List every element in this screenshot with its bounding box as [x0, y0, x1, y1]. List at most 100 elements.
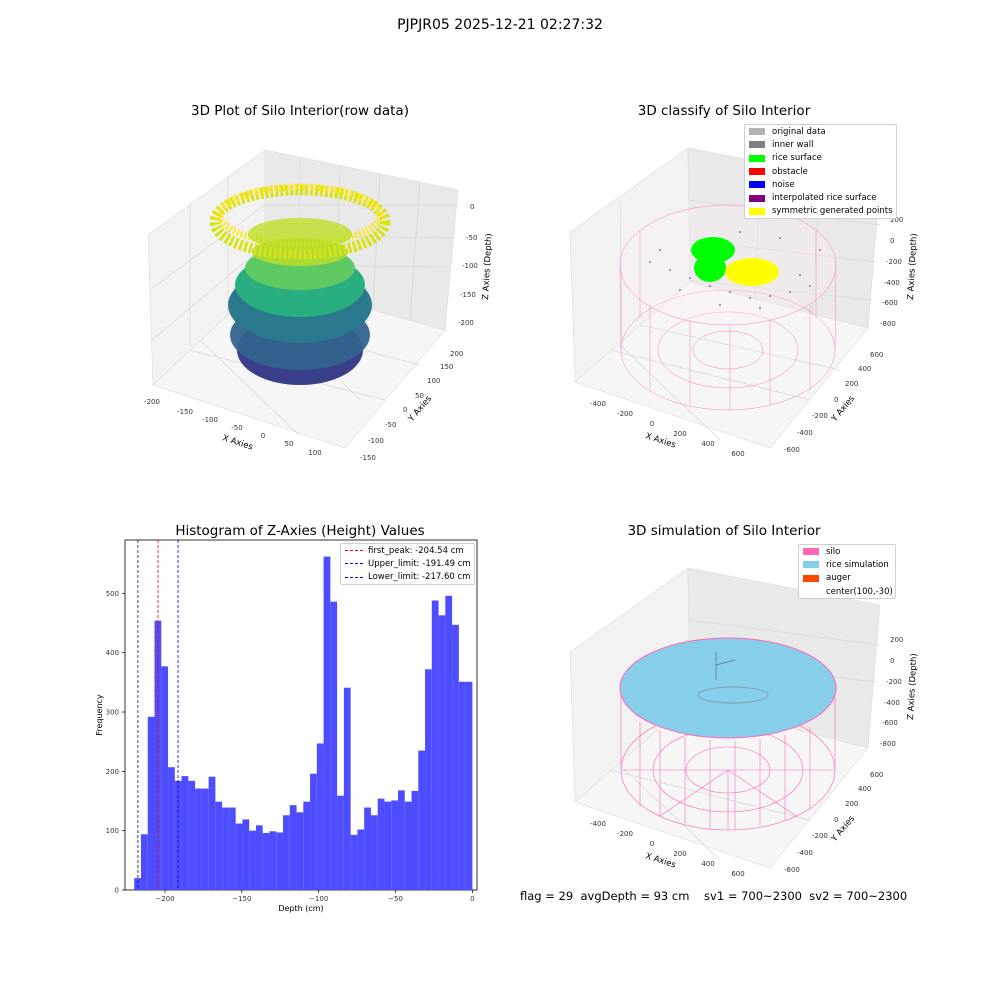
plot4-ytick: -400 [797, 849, 813, 857]
plot2-ytick: 600 [870, 351, 883, 359]
status-footer: flag = 29 avgDepth = 93 cm sv1 = 700~230… [520, 889, 908, 903]
plot1-ytick: -150 [360, 454, 376, 462]
histogram-bar [181, 776, 189, 890]
histogram-bar [377, 798, 385, 890]
plot2-xtick: 400 [701, 440, 714, 448]
legend-item: first_peak: -204.54 cm [341, 544, 474, 557]
histogram-bar [269, 831, 277, 890]
histogram-yticks: 0 100 200 300 400 500 [106, 590, 125, 895]
plot4-ytick: 600 [870, 771, 883, 779]
histogram-bar [350, 834, 358, 890]
histogram-vlines [137, 540, 179, 890]
histogram-xtick-label: −50 [388, 895, 403, 903]
plot2-xtick: 200 [673, 430, 686, 438]
plot4-ytick: -200 [812, 832, 828, 840]
plot4-simulation-3d: -400 -200 0 200 400 600 -600 -400 -200 0… [569, 567, 919, 878]
plot1-ztick: -100 [462, 262, 478, 270]
plot4-ytick: 200 [845, 800, 858, 808]
plot1-ytick: 0 [403, 406, 407, 414]
plot2-xtick: -200 [617, 410, 633, 418]
histogram-bar [283, 815, 290, 890]
plot4-rice-simulation [619, 637, 837, 739]
plot1-title: 3D Plot of Silo Interior(row data) [191, 103, 409, 119]
plot4-xtick: 200 [673, 850, 686, 858]
plot2-ytick: 0 [834, 396, 838, 404]
plot2-ztick: 0 [890, 237, 894, 245]
histogram-bar [384, 801, 392, 890]
legend-swatch [803, 588, 819, 595]
histogram-ytick-label: 100 [106, 827, 119, 835]
histogram-bar [215, 801, 223, 890]
legend-line [345, 576, 363, 578]
plot1-ytick: 50 [415, 392, 424, 400]
plot4-xtick: -400 [590, 820, 606, 828]
plot2-ytick: -200 [812, 412, 828, 420]
legend-swatch [749, 154, 765, 162]
plot2-ztick: -400 [884, 279, 900, 287]
histogram-bar [425, 669, 432, 890]
legend-swatch [803, 548, 819, 556]
histogram-ytick-label: 500 [106, 590, 119, 598]
plot1-xtick: -100 [202, 416, 218, 424]
histogram-bar [201, 788, 209, 890]
histogram-bar [411, 790, 419, 890]
plot1-xlabel: X Axies [221, 433, 254, 452]
plot2-silo-wireframe [619, 204, 837, 411]
histogram-bar [255, 825, 263, 890]
plot4-ytick: 0 [834, 816, 838, 824]
histogram-ytick-label: 400 [106, 649, 119, 657]
histogram-ytick-label: 0 [115, 887, 119, 895]
legend-line [345, 563, 363, 565]
plot1-ytick: 150 [440, 363, 453, 371]
histogram-bar [208, 776, 216, 890]
plot2-zlabel: Z Axies (Depth) [906, 233, 919, 300]
plot1-ytick: 200 [450, 350, 463, 358]
histogram-bar [262, 833, 270, 890]
histogram-xtick-label: 0 [470, 895, 474, 903]
plot1-points [209, 183, 391, 385]
histogram-bar [235, 823, 243, 890]
legend-item: Upper_limit: -191.49 cm [341, 557, 474, 570]
legend-item: inner wall [745, 138, 896, 151]
plot4-xtick: -200 [617, 830, 633, 838]
histogram-xticks: −200 −150 −100 −50 0 [155, 890, 475, 903]
legend-swatch [803, 574, 819, 582]
plot2-ytick: -400 [797, 429, 813, 437]
legend-swatch [749, 207, 765, 215]
plot4-ztick: 0 [890, 657, 894, 665]
histogram-bar [323, 556, 331, 890]
histogram-bar [168, 767, 175, 890]
legend-swatch [749, 181, 765, 189]
histogram-bar [465, 681, 473, 890]
histogram-bar [316, 743, 324, 890]
plot2-ztick: -600 [882, 299, 898, 307]
histogram-bar [330, 601, 338, 890]
legend-item: silo [799, 545, 895, 558]
legend-item: rice surface [745, 152, 896, 165]
legend-item: auger [799, 572, 895, 585]
figure-title: PJPJR05 2025-12-21 02:27:32 [397, 17, 603, 33]
histogram-bar [195, 788, 202, 890]
plot1-xtick: 0 [261, 432, 265, 440]
plot1-ztick: -150 [460, 291, 476, 299]
histogram-bar [431, 600, 439, 890]
plot2-ztick: -800 [880, 320, 896, 328]
plot2-xtick: 600 [731, 450, 744, 458]
plot4-xtick: 400 [701, 860, 714, 868]
histogram-bar [249, 830, 256, 890]
plot4-zlabel: Z Axies (Depth) [906, 653, 919, 720]
histogram-bar [310, 773, 317, 890]
plot2-xtick: -400 [590, 400, 606, 408]
histogram-bar [370, 815, 378, 890]
histogram-bar [228, 807, 236, 890]
plot2-title: 3D classify of Silo Interior [637, 103, 811, 119]
plot2-ytick: -600 [784, 446, 800, 454]
plot2-interpolated-grid [649, 231, 821, 309]
plot1-ztick: 0 [470, 203, 474, 211]
plot1-xtick: -50 [231, 424, 242, 432]
legend-item: Lower_limit: -217.60 cm [341, 571, 474, 584]
plot1-ytick: -100 [368, 437, 384, 445]
histogram-bar [418, 750, 426, 890]
histogram-bar [445, 595, 453, 890]
histogram-xtick-label: −200 [155, 895, 174, 903]
